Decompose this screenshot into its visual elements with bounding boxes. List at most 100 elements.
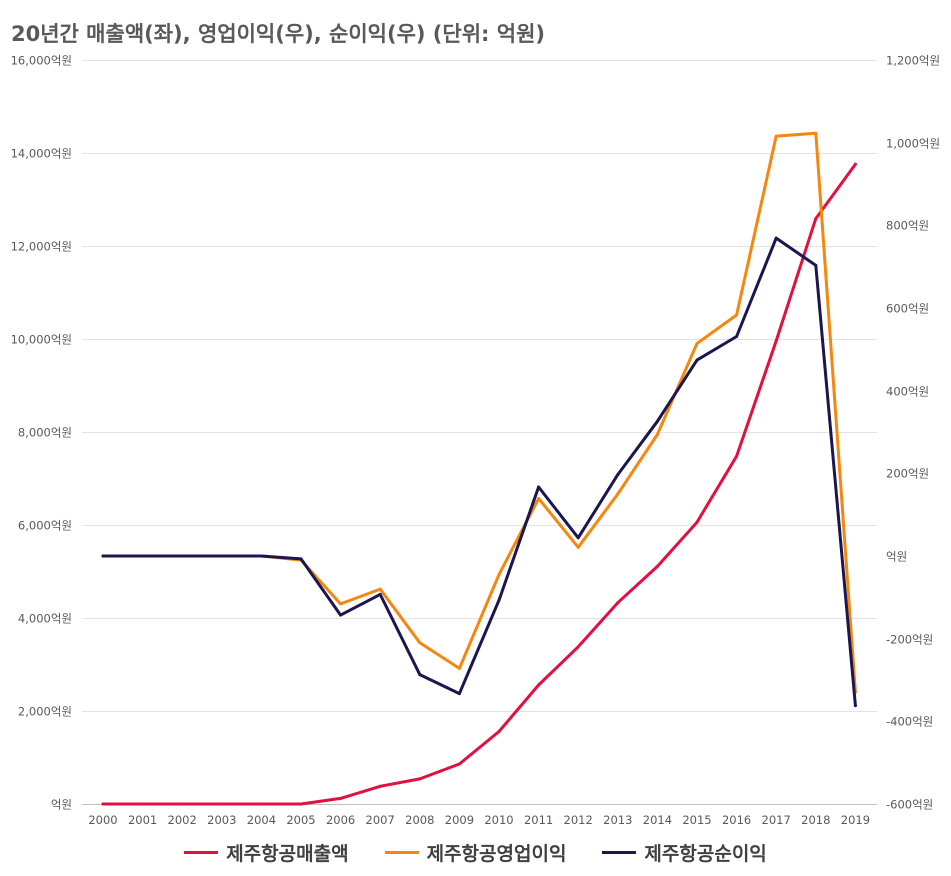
data-point [695,358,699,362]
x-tick-label: 2010 [484,813,513,827]
left-tick-label: 4,000억원 [18,612,72,626]
data-point [457,692,461,696]
x-tick-label: 2004 [247,813,276,827]
left-axis: 억원 2,000억원 4,000억원 6,000억원 8,000억원 10,000억원 12… [11,54,72,812]
data-point [259,554,263,558]
data-point [259,802,263,806]
x-tick-label: 2006 [326,813,355,827]
right-tick-label: 1,200억원 [886,54,940,68]
series-layer [101,131,857,806]
legend-item: 제주항공순이익 [602,839,767,866]
x-tick-label: 2003 [207,813,236,827]
x-tick-label: 2008 [405,813,434,827]
data-point [497,598,501,602]
data-point [537,497,541,500]
data-point [299,557,303,561]
right-tick-label: -200억원 [886,633,933,647]
data-point [418,641,422,645]
data-point [220,554,224,558]
data-point [853,162,857,166]
right-tick-label: 200억원 [886,467,929,481]
data-point [814,217,818,221]
right-axis: -600억원 -400억원 -200억원 억원 200억원 400억원 600억원 800억원… [886,54,940,812]
x-tick-label: 2005 [286,813,315,827]
left-tick-label: 2,000억원 [18,705,72,719]
data-point [695,520,699,524]
data-point [378,587,382,591]
data-point [655,433,659,436]
data-point [735,335,739,338]
data-point [814,131,818,135]
x-tick-label: 2018 [801,813,830,827]
legend: 제주항공매출액 제주항공영업이익 제주항공순이익 [0,836,951,868]
right-tick-label: 억원 [886,550,907,564]
x-tick-label: 2007 [366,813,395,827]
data-point [339,602,343,606]
data-point [695,342,699,345]
data-point [735,454,739,458]
left-tick-label: 10,000억원 [11,333,72,347]
data-point [616,492,620,496]
left-tick-label: 14,000억원 [11,147,72,161]
gridlines [82,60,877,805]
data-point [655,419,659,423]
left-tick-label: 억원 [51,798,72,812]
right-tick-label: 400억원 [886,385,929,399]
data-point [576,545,580,549]
x-tick-label: 2011 [524,813,553,827]
data-point [576,536,580,540]
data-point [576,645,580,649]
data-point [655,564,659,568]
data-point [497,573,501,577]
legend-label: 제주항공순이익 [644,842,767,865]
series-line-1 [101,162,857,806]
data-point [853,704,857,708]
right-tick-label: -400억원 [886,715,933,729]
data-point [101,802,105,806]
data-point [457,762,461,766]
legend-swatch [602,850,637,854]
x-axis: 2000 2001 2002 2003 2004 2005 2006 2007 2008 2009… [88,813,870,827]
legend-item: 제주항공영업이익 [384,839,567,866]
data-point [299,802,303,806]
x-tick-label: 2013 [603,813,632,827]
x-tick-label: 2016 [722,813,751,827]
legend-label: 제주항공매출액 [226,842,349,865]
left-tick-label: 8,000억원 [18,426,72,440]
data-point [378,784,382,788]
data-point [537,683,541,687]
data-point [457,666,461,670]
left-tick-label: 12,000억원 [11,240,72,254]
x-tick-label: 2017 [762,813,791,827]
data-point [616,473,620,477]
x-tick-label: 2014 [643,813,672,827]
x-tick-label: 2002 [168,813,197,827]
data-point [774,339,778,343]
data-point [497,730,501,733]
data-point [339,796,343,800]
data-point [141,554,145,558]
left-tick-label: 6,000억원 [18,519,72,533]
data-point [537,485,541,489]
series-line-3 [101,236,857,708]
legend-label: 제주항공영업이익 [426,842,567,865]
legend-swatch [384,850,419,854]
data-point [180,802,184,806]
data-point [378,592,382,596]
data-point [735,313,739,317]
legend-swatch [184,850,219,854]
data-point [220,802,224,806]
chart-title: 20년간 매출액(좌), 영업이익(우), 순이익(우) (단위: 억원) [11,22,545,46]
x-tick-label: 2019 [841,813,870,827]
x-tick-label: 2009 [445,813,474,827]
data-point [616,601,620,605]
left-tick-label: 16,000억원 [11,54,72,68]
right-tick-label: -600억원 [886,798,933,812]
right-tick-label: 600억원 [886,302,929,316]
data-point [418,673,422,677]
right-tick-label: 800억원 [886,219,929,233]
x-tick-label: 2015 [682,813,711,827]
series-line-2 [101,131,857,694]
data-point [418,777,422,781]
